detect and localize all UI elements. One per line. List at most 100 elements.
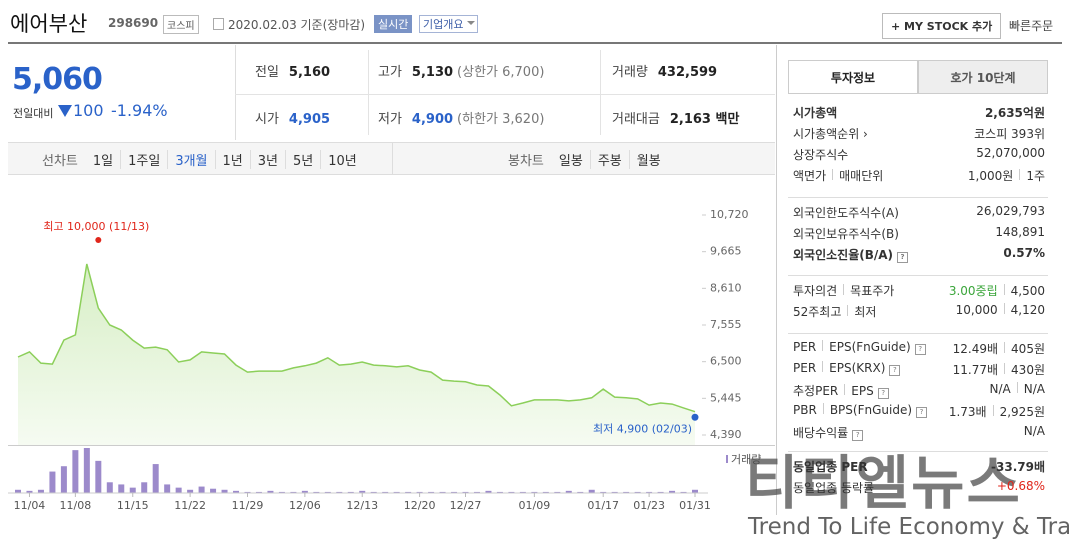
info-value: 2,635억원 — [985, 104, 1045, 121]
volume-bar — [336, 491, 343, 493]
info-label-part: 동일업종 등락률 — [793, 481, 875, 495]
separator — [847, 305, 849, 316]
period-tab[interactable]: 5년 — [285, 150, 320, 169]
info-label-part: 시가총액순위 › — [793, 127, 868, 141]
market-badge: 코스피 — [163, 15, 199, 34]
info-label: 액면가 매매단위 — [793, 167, 883, 184]
y-tick-label: 10,720 — [710, 208, 749, 221]
info-value: -33.79배 — [991, 458, 1045, 475]
info-value: 11.77배 430원 — [953, 361, 1045, 378]
period-tab[interactable]: 10년 — [320, 150, 364, 169]
x-tick-label: 12/06 — [289, 499, 321, 512]
x-tick-label: 11/22 — [174, 499, 206, 512]
x-tick-label: 12/20 — [404, 499, 436, 512]
summary-rule — [235, 94, 775, 95]
volume-bar — [141, 482, 148, 493]
info-value-part: 430원 — [1011, 363, 1045, 377]
volume-bar — [680, 491, 687, 493]
period-tab[interactable]: 주봉 — [589, 150, 629, 169]
info-value: 10,000 4,120 — [956, 303, 1045, 317]
volume-bar — [175, 487, 182, 493]
x-tick-label: 01/09 — [519, 499, 551, 512]
quick-order[interactable]: 빠른주문 — [1009, 19, 1054, 33]
separator — [992, 405, 994, 416]
volume-legend-swatch — [726, 455, 728, 463]
info-label: 시가총액 — [793, 104, 837, 121]
volume-bar — [462, 491, 469, 493]
volume-bar — [646, 491, 653, 493]
volume-bar — [692, 489, 698, 493]
help-icon: ? — [877, 388, 889, 399]
info-label-part: EPS — [851, 384, 874, 398]
help-icon: ? — [889, 365, 901, 376]
summary-value: 5,160 — [288, 65, 331, 80]
info-label: 상장주식수 — [793, 146, 848, 163]
volume-bar — [393, 491, 400, 493]
period-tab[interactable]: 3년 — [249, 150, 285, 169]
info-tab[interactable]: 투자정보 — [788, 60, 918, 94]
info-label-part: 액면가 — [793, 169, 827, 183]
summary-label: 거래대금 — [612, 112, 660, 127]
separator — [822, 403, 824, 414]
volume-bar — [600, 491, 607, 493]
info-label-part: 시가총액 — [793, 106, 838, 120]
info-value-part: 26,029,793 — [976, 204, 1045, 218]
info-value-part: 10,000 — [955, 303, 998, 317]
dropdown-arrow — [467, 21, 475, 29]
volume-bar — [669, 490, 676, 493]
summary-cell: 거래대금 2,163 백만 — [612, 108, 739, 127]
mystock-button[interactable]: + MY STOCK 추가 — [882, 13, 1002, 39]
help-icon: ? — [852, 430, 864, 441]
period-tab[interactable]: 1일 — [92, 154, 114, 169]
group-rule — [788, 333, 1048, 334]
info-label: PER EPS(FnGuide)? — [793, 340, 926, 355]
separator — [1004, 342, 1006, 353]
volume-bar — [290, 491, 297, 493]
volume-bar — [152, 464, 159, 493]
info-tab[interactable]: 호가 10단계 — [918, 60, 1048, 94]
info-value-part: 1.73배 — [948, 405, 987, 419]
x-tick-label: 11/15 — [117, 499, 149, 512]
info-value-part: 0.57% — [1003, 246, 1045, 260]
panel-divider — [776, 45, 777, 515]
volume-bar — [508, 491, 515, 493]
info-label-part: 외국인보유주식수(B) — [793, 227, 899, 241]
volume-bar — [164, 484, 171, 493]
volume-bar — [405, 491, 412, 493]
realtime-button[interactable]: 실시간 — [374, 15, 413, 33]
x-tick-label: 12/27 — [450, 499, 482, 512]
info-value: 26,029,793 — [976, 204, 1045, 218]
down-arrow — [58, 105, 72, 117]
info-value-part: 4,120 — [1010, 303, 1045, 317]
volume-bar — [233, 490, 240, 493]
y-tick-label: 6,500 — [710, 355, 742, 368]
company-dropdown[interactable]: 기업개요 — [419, 15, 479, 33]
period-label: 선차트 — [42, 154, 78, 169]
period-tab[interactable]: 1년 — [214, 150, 250, 169]
y-tick-label: 5,445 — [710, 391, 742, 404]
separator — [1019, 169, 1021, 180]
volume-bar — [210, 488, 217, 493]
period-tab[interactable]: 1주일 — [120, 150, 167, 169]
info-value: N/A N/A — [990, 382, 1045, 396]
period-tab[interactable]: 3개월 — [167, 150, 214, 169]
summary-value: 4,900 — [411, 112, 454, 127]
info-label-part: 목표주가 — [850, 284, 895, 298]
y-tick-label: 7,555 — [710, 318, 742, 331]
header-rule — [8, 42, 1062, 44]
x-tick-label: 11/29 — [232, 499, 264, 512]
volume-bar — [588, 489, 595, 493]
volume-bar — [370, 491, 377, 493]
x-tick-label: 11/08 — [60, 499, 92, 512]
info-label: 52주최고 최저 — [793, 303, 876, 320]
info-label-part: PER — [793, 361, 817, 375]
separator — [822, 340, 824, 351]
info-label: 시가총액순위 › — [793, 125, 868, 142]
volume-bar — [485, 490, 492, 493]
period-tab[interactable]: 월봉 — [628, 150, 668, 169]
period-tab[interactable]: 일봉 — [558, 154, 583, 169]
info-label-part: PER — [793, 340, 817, 354]
volume-bar — [49, 471, 56, 493]
volume-bar — [451, 491, 458, 493]
